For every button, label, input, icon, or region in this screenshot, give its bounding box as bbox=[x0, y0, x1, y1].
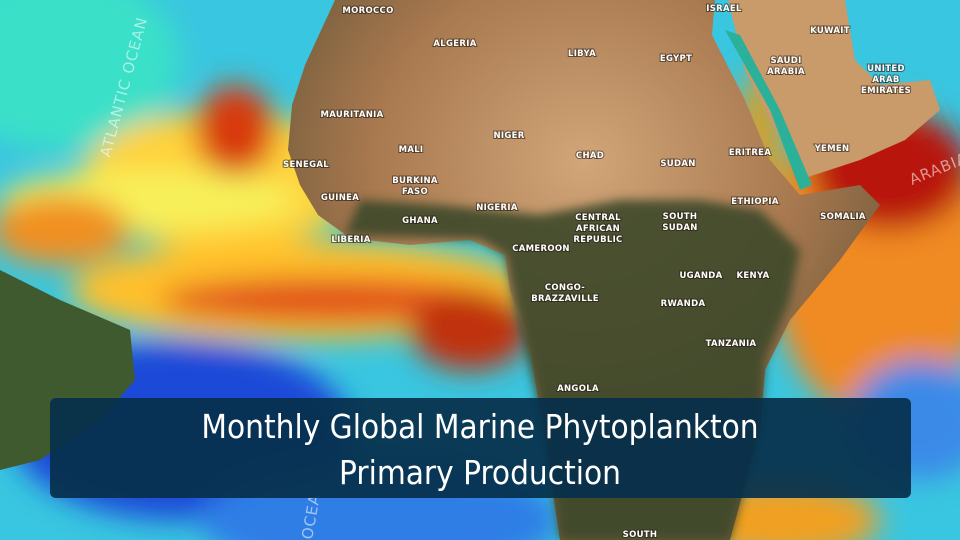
country-label: LIBERIA bbox=[331, 235, 370, 245]
country-label: KUWAIT bbox=[810, 26, 850, 36]
country-label: BURKINA bbox=[392, 176, 438, 186]
title-line: Monthly Global Marine Phytoplankton bbox=[201, 407, 758, 446]
country-label: MOROCCO bbox=[342, 6, 393, 16]
country-label: SOMALIA bbox=[820, 212, 866, 222]
country-label: YEMEN bbox=[814, 144, 850, 154]
title-banner: Monthly Global Marine Phytoplankton Prim… bbox=[50, 398, 911, 498]
country-label: GHANA bbox=[402, 216, 438, 226]
country-label: CAMEROON bbox=[512, 244, 570, 254]
country-label: UNITED bbox=[867, 64, 905, 74]
country-label: EMIRATES bbox=[861, 86, 911, 96]
country-label: ERITREA bbox=[729, 148, 771, 158]
country-label: KENYA bbox=[737, 271, 770, 281]
country-label: SENEGAL bbox=[283, 160, 329, 170]
country-label: ETHIOPIA bbox=[731, 197, 779, 207]
country-label: REPUBLIC bbox=[573, 235, 622, 245]
country-label: FASO bbox=[402, 187, 428, 197]
country-label: BRAZZAVILLE bbox=[531, 294, 599, 304]
country-label: SOUTH bbox=[623, 530, 658, 540]
country-label: SAUDI bbox=[770, 56, 801, 66]
country-label: CENTRAL bbox=[575, 213, 621, 223]
country-label: ISRAEL bbox=[706, 4, 742, 14]
country-label: UGANDA bbox=[679, 271, 722, 281]
country-label: CHAD bbox=[576, 151, 604, 161]
country-label: SUDAN bbox=[660, 159, 695, 169]
country-labels: MOROCCO ALGERIA LIBYA EGYPT ISRAEL KUWAI… bbox=[282, 3, 912, 540]
country-label: MALI bbox=[399, 145, 424, 155]
country-label: AFRICAN bbox=[576, 224, 620, 234]
country-label: TANZANIA bbox=[706, 339, 757, 349]
country-label: EGYPT bbox=[660, 54, 692, 64]
title-line: Primary Production bbox=[339, 453, 621, 492]
country-label: RWANDA bbox=[661, 299, 706, 309]
country-label: GUINEA bbox=[321, 193, 359, 203]
country-label: ANGOLA bbox=[557, 384, 599, 394]
country-label: NIGER bbox=[493, 131, 524, 141]
country-label: ARABIA bbox=[767, 67, 805, 77]
country-label: ALGERIA bbox=[433, 39, 476, 49]
country-label: CONGO- bbox=[545, 283, 585, 293]
country-label: ARAB bbox=[872, 75, 899, 85]
banner-background bbox=[50, 398, 911, 498]
country-label: NIGERIA bbox=[476, 203, 518, 213]
country-label: MAURITANIA bbox=[321, 110, 384, 120]
country-label: SOUTH bbox=[663, 212, 698, 222]
country-label: LIBYA bbox=[568, 49, 596, 59]
country-label: SUDAN bbox=[662, 223, 697, 233]
